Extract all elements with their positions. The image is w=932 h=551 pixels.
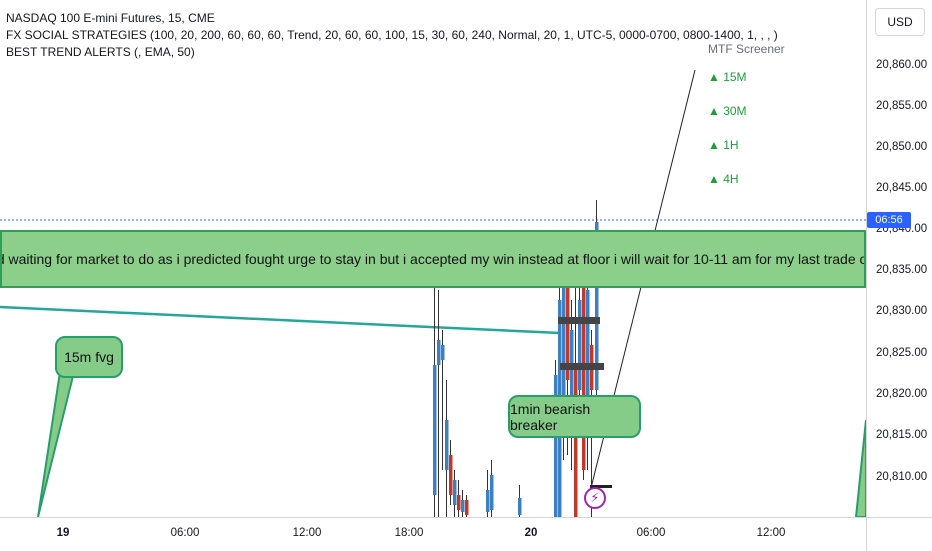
candle-bear bbox=[457, 495, 461, 510]
level-marker bbox=[560, 363, 604, 370]
time-tick: 12:00 bbox=[292, 527, 322, 539]
mtf-row-4h: ▲ 4H bbox=[708, 172, 739, 186]
price-tick: 20,845.00 bbox=[876, 182, 928, 194]
candle-bear bbox=[465, 500, 469, 515]
price-tick: 20,815.00 bbox=[876, 429, 928, 441]
chart-legend: NASDAQ 100 E-mini Futures, 15, CME FX SO… bbox=[6, 10, 778, 61]
breaker-callout-label: 1min bearish breaker bbox=[510, 400, 591, 433]
candle-bull bbox=[486, 490, 490, 512]
candle-bull bbox=[433, 365, 437, 495]
time-tick: 06:00 bbox=[170, 527, 200, 539]
price-tick: 20,820.00 bbox=[876, 388, 928, 400]
currency-button[interactable]: USD bbox=[875, 8, 925, 36]
chart-canvas[interactable] bbox=[0, 0, 866, 517]
indicator-best-trend[interactable]: BEST TREND ALERTS (, EMA, 50) bbox=[6, 45, 195, 59]
level-marker bbox=[590, 485, 612, 488]
fvg-callout-label: 15m fvg bbox=[64, 349, 114, 365]
candle-bull bbox=[445, 420, 449, 470]
annotation-banner[interactable]: tent and waiting for market to do as i p… bbox=[0, 230, 866, 288]
countdown-badge: 06:56 bbox=[867, 212, 911, 228]
candle-bull bbox=[562, 280, 566, 400]
price-tick: 20,825.00 bbox=[876, 347, 928, 359]
mtf-screener-title: MTF Screener bbox=[708, 42, 785, 56]
candle-bull bbox=[578, 300, 582, 390]
price-tick: 20,830.00 bbox=[876, 305, 928, 317]
candle-bear bbox=[449, 455, 453, 495]
right-callout-pointer bbox=[854, 419, 866, 517]
banner-text: tent and waiting for market to do as i p… bbox=[0, 251, 866, 267]
axis-corner bbox=[866, 517, 932, 551]
candle-bull bbox=[441, 345, 445, 360]
time-tick: 18:00 bbox=[394, 527, 424, 539]
candle-bull bbox=[595, 222, 599, 390]
time-tick: 19 bbox=[56, 527, 70, 539]
mtf-row-1h: ▲ 1H bbox=[708, 138, 739, 152]
mtf-screener: MTF Screener ▲ 15M ▲ 30M ▲ 1H ▲ 4H bbox=[708, 42, 785, 206]
price-tick: 20,850.00 bbox=[876, 141, 928, 153]
chart-area[interactable]: NASDAQ 100 E-mini Futures, 15, CME FX SO… bbox=[0, 0, 866, 517]
candle-bear bbox=[566, 250, 570, 380]
time-axis[interactable]: 19 06:00 12:00 18:00 20 06:00 12:00 bbox=[0, 517, 866, 551]
candle-bull bbox=[437, 340, 441, 365]
mtf-row-30m: ▲ 30M bbox=[708, 104, 747, 118]
indicator-fx-social[interactable]: FX SOCIAL STRATEGIES (100, 20, 200, 60, … bbox=[6, 28, 778, 42]
mtf-row-15m: ▲ 15M bbox=[708, 70, 747, 84]
lightning-icon[interactable]: ⚡ bbox=[584, 487, 606, 509]
symbol-title[interactable]: NASDAQ 100 E-mini Futures, 15, CME bbox=[6, 11, 215, 25]
candle-bull bbox=[453, 480, 457, 505]
time-tick: 20 bbox=[524, 527, 538, 539]
fvg-callout[interactable]: 15m fvg bbox=[55, 336, 123, 378]
candle-bull bbox=[490, 475, 494, 510]
candle-bull bbox=[461, 500, 465, 512]
breaker-callout[interactable]: 1min bearish breaker bbox=[508, 395, 641, 438]
trend-line bbox=[0, 305, 561, 335]
time-tick: 06:00 bbox=[636, 527, 666, 539]
time-tick: 12:00 bbox=[756, 527, 786, 539]
candle-bull bbox=[518, 498, 522, 515]
price-tick: 20,810.00 bbox=[876, 471, 928, 483]
price-tick: 20,860.00 bbox=[876, 59, 928, 71]
candle-bear bbox=[582, 240, 586, 470]
fvg-callout-pointer bbox=[37, 371, 76, 517]
price-tick: 20,835.00 bbox=[876, 264, 928, 276]
price-tick: 20,855.00 bbox=[876, 100, 928, 112]
candle-bull bbox=[586, 290, 590, 400]
candle-bull bbox=[554, 375, 558, 517]
level-marker bbox=[558, 317, 600, 324]
candle-bear bbox=[574, 365, 578, 517]
price-axis[interactable]: USD 20,860.00 20,855.00 20,850.00 20,845… bbox=[866, 0, 932, 517]
